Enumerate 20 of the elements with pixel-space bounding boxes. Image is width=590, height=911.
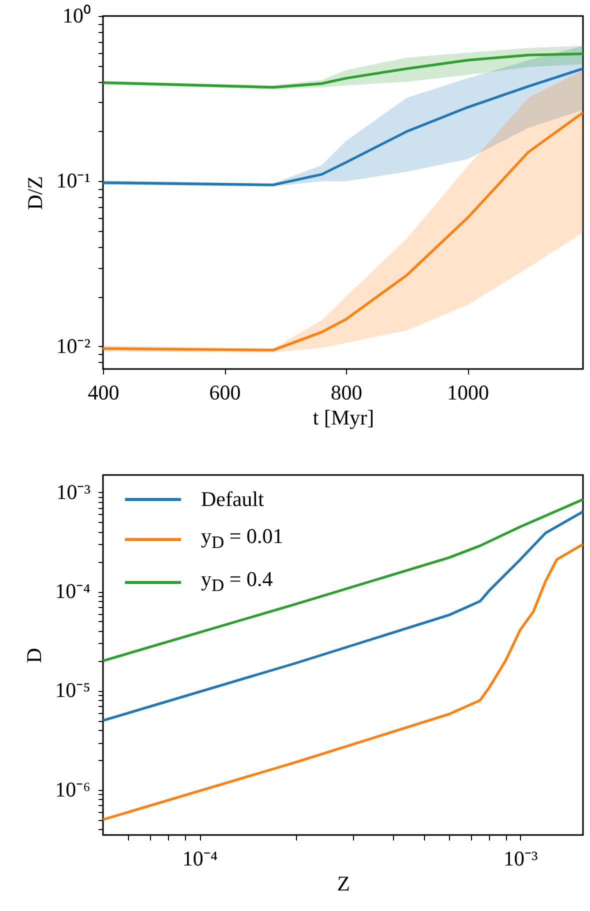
legend-label: Default (201, 486, 264, 513)
x-tick-label: 400 (88, 380, 120, 404)
y-tick-label: 10⁻¹ (56, 168, 90, 193)
x-axis-title: t [Myr] (312, 406, 374, 430)
legend-label: y$_{D}$ = 0.4 (201, 566, 273, 598)
y-tick-label: 10⁰ (62, 4, 90, 28)
y-tick-label: 10⁻⁶ (55, 777, 90, 802)
x-tick-label: 600 (209, 380, 241, 404)
line-series (103, 52, 583, 89)
x-axis-title: Z (337, 872, 350, 896)
y-tick-label: 10⁻⁴ (55, 579, 90, 604)
y-tick-label: 10⁻³ (56, 480, 90, 504)
y-tick-label: 10⁻⁵ (55, 678, 90, 702)
x-tick-label: 800 (330, 380, 362, 404)
y-axis-title: D (22, 648, 46, 664)
y-tick-label: 10⁻² (56, 334, 90, 358)
line-series (103, 67, 583, 186)
legend-label: y$_{D}$ = 0.01 (201, 523, 284, 554)
x-tick-label: 1000 (447, 380, 490, 404)
y-axis-title: D/Z (23, 176, 48, 210)
